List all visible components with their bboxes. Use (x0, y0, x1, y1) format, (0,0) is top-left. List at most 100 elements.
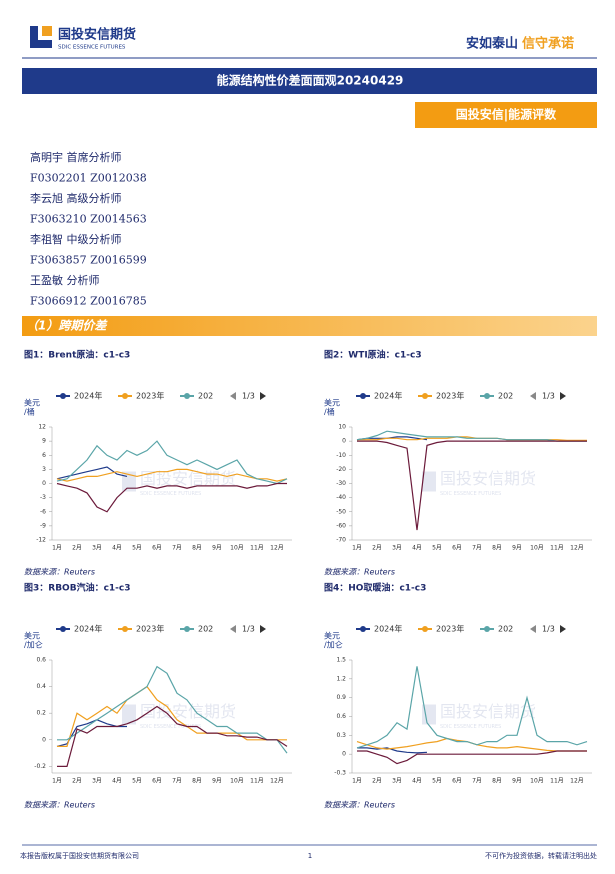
legend-label: 202 (198, 392, 213, 401)
slogan: 信守承诺 (522, 36, 574, 52)
pager: 1/3 (242, 625, 255, 634)
y-tick-label: 6 (42, 452, 46, 459)
series-line (56, 468, 288, 482)
legend-label: 202 (498, 625, 513, 634)
y-tick-label: 0 (42, 736, 46, 743)
x-tick-label: 3月 (92, 778, 102, 785)
x-tick-label: 11月 (250, 778, 264, 785)
legend-label: 202 (498, 392, 513, 401)
x-tick-label: 2月 (72, 778, 82, 785)
y-axis-label: 美元 (24, 398, 40, 408)
source: 数据来源：Reuters (324, 801, 395, 810)
x-tick-label: 6月 (452, 545, 462, 552)
analysts: 高明宇 首席分析师 F0302201 Z0012038 李云旭 高级分析师 F3063… (30, 150, 147, 308)
analyst-name: 王盈敏 分析师 (30, 273, 100, 287)
x-tick-label: 12月 (270, 778, 284, 785)
x-tick-label: 1月 (352, 778, 362, 785)
pager-next (260, 392, 266, 400)
y-tick-label: 0.6 (36, 657, 46, 664)
y-axis-label: 美元 (324, 631, 340, 641)
x-tick-label: 10月 (230, 778, 244, 785)
section-bar (22, 316, 597, 336)
legend-dot (360, 393, 366, 399)
x-tick-label: 4月 (112, 545, 122, 552)
x-tick-label: 11月 (550, 778, 564, 785)
x-tick-label: 4月 (412, 545, 422, 552)
y-axis-label: /加仑 (324, 640, 343, 650)
y-tick-label: -70 (336, 537, 346, 544)
legend-label: 2024年 (74, 391, 102, 401)
y-tick-label: -20 (336, 466, 346, 473)
analyst-id: F3066912 Z0016785 (30, 295, 147, 308)
source: 数据来源：Reuters (324, 568, 395, 577)
legend-label: 2024年 (374, 391, 402, 401)
x-tick-label: 10月 (230, 545, 244, 552)
series-line (356, 666, 588, 749)
y-axis-label: 美元 (324, 398, 340, 408)
pager-prev (530, 392, 536, 400)
legend-label: 202 (198, 625, 213, 634)
x-tick-label: 9月 (212, 778, 222, 785)
watermark: 国投安信期货 (140, 702, 236, 721)
x-tick-label: 8月 (192, 778, 202, 785)
y-tick-label: -10 (336, 452, 346, 459)
y-tick-label: 0.4 (36, 683, 46, 690)
watermark: SDIC ESSENCE FUTURES (140, 491, 201, 497)
x-tick-label: 12月 (270, 545, 284, 552)
y-tick-label: 0.3 (336, 732, 346, 739)
analyst-name: 李云旭 高级分析师 (30, 191, 122, 205)
x-tick-label: 10月 (530, 545, 544, 552)
legend-dot (422, 393, 428, 399)
legend-dot (422, 626, 428, 632)
x-tick-label: 9月 (512, 545, 522, 552)
x-tick-label: 2月 (372, 545, 382, 552)
series-line (56, 466, 128, 480)
x-tick-label: 6月 (452, 778, 462, 785)
x-tick-label: 1月 (52, 778, 62, 785)
y-tick-label: -0.3 (334, 770, 346, 777)
y-axis-label: /桶 (24, 407, 35, 417)
watermark: 国投安信期货 (440, 469, 536, 488)
x-tick-label: 10月 (530, 778, 544, 785)
legend-dot (484, 626, 490, 632)
x-tick-label: 3月 (92, 545, 102, 552)
chart: 图4：HO取暖油：c1-c3 2024年 2023年 202 1/3 美元/加仑国投安信期… (324, 582, 592, 810)
x-tick-label: 11月 (550, 545, 564, 552)
y-tick-label: -6 (40, 508, 46, 515)
legend-label: 2024年 (74, 624, 102, 634)
legend-dot (484, 393, 490, 399)
series-line (56, 482, 287, 513)
x-tick-label: 1月 (352, 545, 362, 552)
chart-caption: 图4：HO取暖油：c1-c3 (324, 582, 426, 594)
slogan: 安如泰山 (466, 36, 518, 52)
y-tick-label: -30 (336, 480, 346, 487)
page-number: 1 (308, 852, 312, 860)
analyst-id: F3063210 Z0014563 (30, 213, 147, 226)
legend-dot (60, 393, 66, 399)
series-line (56, 440, 288, 485)
legend-dot (60, 626, 66, 632)
series-line (357, 440, 587, 531)
y-tick-label: 0.6 (336, 713, 346, 720)
x-tick-label: 5月 (132, 778, 142, 785)
logo-cn: 国投安信期货 (58, 27, 136, 43)
doc-title: 能源结构性价差面面观20240429 (217, 73, 404, 88)
analyst-name: 李祖智 中级分析师 (30, 232, 122, 246)
legend-dot (184, 393, 190, 399)
chart-caption: 图1：Brent原油：c1-c3 (24, 349, 130, 361)
x-tick-label: 7月 (172, 545, 182, 552)
x-tick-label: 12月 (570, 778, 584, 785)
series-line (57, 685, 287, 747)
pager-prev (530, 625, 536, 633)
watermark: SDIC ESSENCE FUTURES (440, 724, 501, 730)
y-tick-label: 1.2 (336, 675, 346, 682)
pager: 1/3 (542, 392, 555, 401)
y-tick-label: 0.2 (36, 710, 46, 717)
legend-dot (360, 626, 366, 632)
x-tick-label: 12月 (570, 545, 584, 552)
series-line (356, 430, 587, 442)
pager-next (560, 625, 566, 633)
x-tick-label: 7月 (472, 778, 482, 785)
source: 数据来源：Reuters (24, 801, 95, 810)
legend-label: 2024年 (374, 624, 402, 634)
